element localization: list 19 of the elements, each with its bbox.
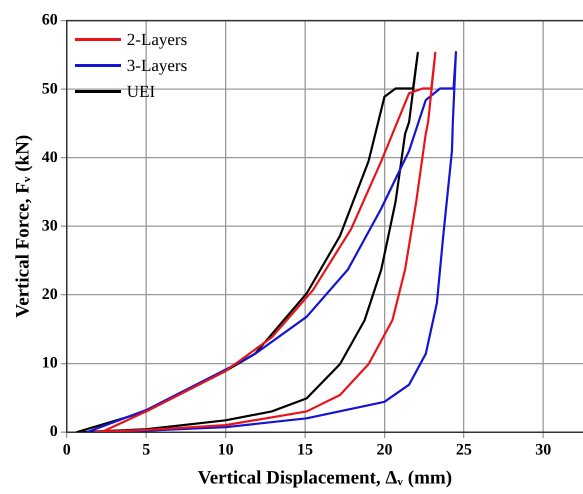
x-tick-label: 30 [535,442,552,459]
y-axis-title: Vertical Force, Fᵥ (kN) [12,134,34,318]
y-tick-label: 20 [42,286,58,304]
y-tick-label: 0 [50,423,58,440]
x-axis-title: Vertical Displacement, Δᵥ (mm) [198,468,452,489]
x-tick-label: 15 [297,442,314,459]
x-tick-label: 5 [142,442,150,459]
y-tick-label: 60 [42,12,58,29]
x-tick-label: 10 [218,442,234,459]
x-tick-label: 0 [62,442,71,459]
x-tick-label: 25 [456,442,472,459]
legend-label: UEI [126,80,156,103]
y-tick-label: 40 [42,148,58,166]
legend-label: 3-Layers [126,54,188,77]
y-tick-label: 30 [42,217,58,234]
y-tick-label: 50 [42,80,58,98]
legend-label: 2-Layers [126,28,188,51]
y-tick-label: 10 [42,354,58,372]
x-tick-label: 20 [376,442,392,459]
